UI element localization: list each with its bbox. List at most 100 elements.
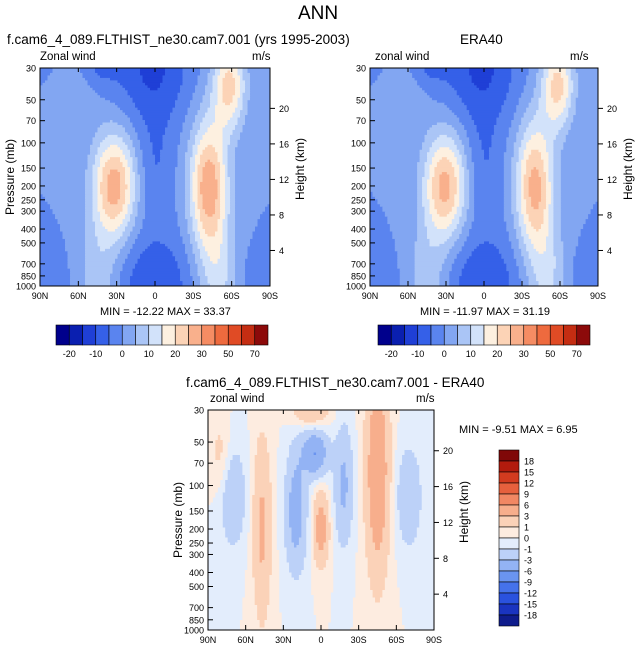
panel3-contour-cell [311,547,315,551]
panel3-contour-cell [333,577,356,581]
panel1-contour-cell [40,248,66,252]
panel3-contour-cell [249,460,256,464]
panel1-contour-cell [235,263,246,267]
panel3-contour-cell [254,597,271,601]
panel3-contour-cell [289,492,302,496]
panel1-contour-cell [85,196,94,200]
panel2-contour-cell [444,102,465,106]
panel2-contour-cell [424,214,433,218]
panel2-contour-cell [474,189,505,193]
panel2-contour-cell [545,186,552,190]
panel1-contour-cell [132,167,139,171]
panel2-contour-cell [560,196,598,200]
panel1-contour-cell [250,87,270,91]
panel2-contour-cell [370,134,426,138]
panel3-contour-cell [222,450,229,454]
panel2-contour-cell [543,211,550,215]
panel1-contour-cell [122,137,131,141]
colorbar-diff-label: -18 [524,611,537,621]
panel3-contour-cell [365,415,371,419]
panel2-contour-cell [474,82,490,86]
panel1-contour-cell [100,186,109,190]
panel2-contour-cell [526,110,537,114]
panel1-contour-cell [217,229,224,233]
panel3-contour-cell [345,422,356,426]
panel3-contour-cell [271,522,278,526]
panel1-contour-cell [250,243,270,247]
panel3-contour-cell [244,495,251,499]
panel2-contour-cell [382,209,418,213]
panel1-contour-cell [247,110,270,114]
panel3-contour-cell [301,450,327,454]
panel3-contour-cell [208,435,219,439]
panel3-contour-cell [392,442,398,446]
panel2-contour-cell [531,261,557,265]
panel2-contour-cell [379,72,413,77]
panel3-contour-cell [269,480,278,484]
panel1-contour-cell [65,248,86,252]
panel2-contour-cell [501,110,517,114]
panel1-contour-cell [92,216,101,220]
panel1-contour-cell [57,219,86,223]
panel3-contour-cell [397,490,423,494]
panel1-contour-cell [217,75,226,79]
panel1-contour-cell [215,177,221,181]
panel2-contour-cell [570,100,577,104]
panel3-contour-cell [249,502,253,506]
panel2-contour-cell [417,233,428,238]
panel1-contour-cell [177,211,186,215]
panel1-contour-cell [197,147,206,151]
panel3-contour-cell [208,470,224,474]
panel3-contour-cell [394,527,401,531]
panel3-contour-cell [370,505,386,509]
panel3-contour-cell [252,540,261,544]
panel2-contour-cell [543,221,550,225]
panel1-contour-cell [230,102,239,106]
panel3-contour-cell [308,515,312,519]
panel3-contour-cell [325,525,332,529]
panel3-contour-cell [372,590,384,594]
panel1-contour-cell [102,122,119,126]
panel3-contour-cell [254,492,273,496]
panel2-contour-cell [427,159,433,163]
panel3-contour-cell [384,522,391,526]
colorbar-1-label: 10 [144,349,154,359]
panel1-contour-cell [212,162,221,166]
panel1-contour-cell [220,191,226,195]
panel3-contour-cell [394,512,401,516]
panel3-contour-cell [252,510,261,514]
panel1-contour-cell [192,144,199,148]
panel3-contour-cell [387,575,398,579]
panel3-contour-cell [247,415,298,419]
panel3-contour-cell [387,555,396,559]
panel3-contour-cell [333,572,356,576]
panel1-contour-cell [60,226,86,230]
panel3-contour-cell [212,500,224,504]
panel1-contour-cell [215,70,221,74]
colorbar-1-swatch [201,324,216,346]
panel1-contour-cell [130,137,139,141]
panel2-contour-cell [516,167,522,171]
panel1-contour-cell [45,196,86,200]
panel1-contour-cell [125,154,131,158]
panel2-contour-cell [563,107,569,111]
panel3-contour-cell [303,565,312,569]
panel1-contour-cell [135,266,179,270]
panel1-contour-cell [70,278,86,282]
colorbar-2-label: 10 [466,349,476,359]
panel2-contour-cell [538,70,545,74]
panel2-contour-cell [545,105,567,109]
panel2-contour-cell [506,221,515,225]
panel1-y2tick-label: 16 [279,139,289,149]
panel1-contour-cell [197,206,204,210]
panel2-contour-cell [449,107,468,111]
panel1-contour-cell [120,174,126,178]
panel1-contour-cell [145,179,176,183]
panel2-contour-cell [508,132,517,136]
panel2-contour-cell [469,206,475,210]
panel1-contour-cell [222,137,231,141]
panel2-contour-cell [578,238,598,243]
panel2-contour-cell [446,105,468,109]
panel3-contour-cell [279,445,290,449]
panel3-contour-cell [252,527,261,531]
